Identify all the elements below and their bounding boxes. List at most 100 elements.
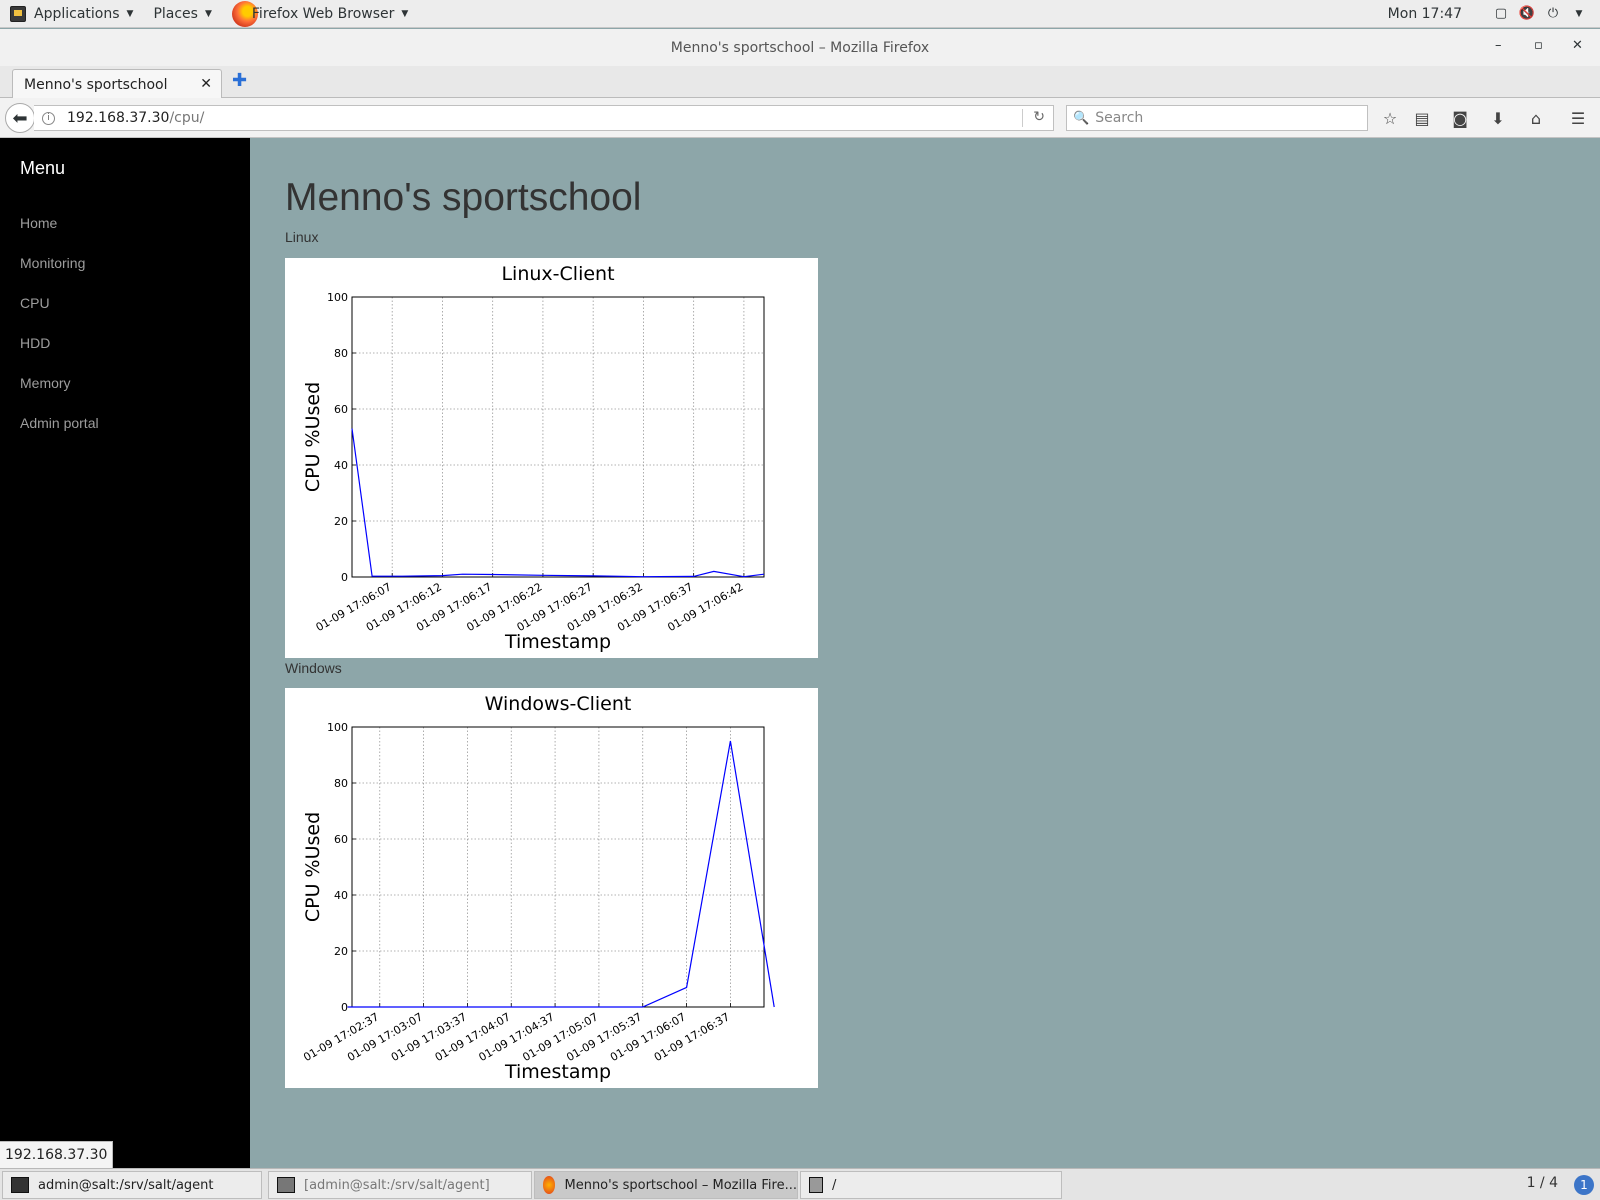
window-icon[interactable]: ▢ [1494, 6, 1508, 21]
dropdown-arrow-icon: ▼ [204, 8, 212, 19]
applications-icon [10, 5, 26, 22]
tab-title: Menno's sportschool [24, 76, 168, 93]
reading-list-icon[interactable]: ▤ [1414, 108, 1430, 128]
home-icon[interactable]: ⌂ [1530, 108, 1542, 128]
close-tab-icon[interactable]: ✕ [200, 76, 212, 92]
y-tick-label: 60 [334, 833, 348, 846]
task-file-browser[interactable]: / [800, 1171, 1062, 1199]
bookmark-star-icon[interactable]: ☆ [1382, 108, 1398, 128]
url-bar[interactable]: i 192.168.37.30/cpu/ ↻ [34, 105, 1054, 131]
task-terminal-1[interactable]: admin@salt:/srv/salt/agent [2, 1171, 262, 1199]
sidebar-item-monitoring[interactable]: Monitoring [20, 255, 86, 271]
y-tick-label: 100 [327, 291, 348, 304]
page-title: Menno's sportschool [285, 176, 642, 219]
url-path: /cpu/ [169, 110, 205, 126]
sidebar-title: Menu [20, 158, 66, 178]
clock[interactable]: Mon 17:47 [1387, 5, 1462, 22]
window-list-taskbar: admin@salt:/srv/salt/agent [admin@salt:/… [0, 1168, 1600, 1200]
reload-icon[interactable]: ↻ [1033, 109, 1045, 125]
x-tick-label: 01-09 17:05:37 [564, 1010, 644, 1064]
sidebar-item-hdd[interactable]: HDD [20, 335, 51, 351]
maximize-button[interactable]: ▫ [1534, 38, 1543, 53]
workspace-indicator[interactable]: 1 / 4 [1526, 1175, 1558, 1191]
plot-frame [351, 726, 765, 1008]
task-firefox[interactable]: Menno's sportschool – Mozilla Fire... [534, 1171, 798, 1199]
y-tick-label: 20 [334, 945, 348, 958]
site-info-icon[interactable]: i [42, 111, 55, 125]
cpu-series-line [351, 428, 765, 578]
navigation-toolbar: ⬅ i 192.168.37.30/cpu/ ↻ 🔍 ☆ ▤ ◙ ⬇ ⌂ ☰ [0, 98, 1600, 138]
x-tick-label: 01-09 17:03:07 [345, 1010, 425, 1064]
x-tick-label: 01-09 17:02:37 [301, 1010, 381, 1064]
url-host: 192.168.37.30 [67, 110, 170, 126]
sidebar-item-cpu[interactable]: CPU [20, 295, 50, 311]
firefox-icon [231, 0, 258, 27]
x-tick-label: 01-09 17:06:37 [652, 1010, 732, 1064]
firefox-icon [543, 1176, 556, 1194]
notification-badge[interactable]: 1 [1574, 1175, 1594, 1195]
y-axis-label: CPU %Used [302, 812, 324, 922]
section-label-windows: Windows [285, 660, 342, 676]
task-terminal-2[interactable]: [admin@salt:/srv/salt/agent] [268, 1171, 532, 1199]
downloads-icon[interactable]: ⬇ [1491, 108, 1505, 128]
file-manager-icon [809, 1177, 823, 1193]
y-tick-label: 60 [334, 403, 348, 416]
y-tick-label: 40 [334, 459, 348, 472]
minimize-button[interactable]: – [1495, 38, 1502, 53]
y-tick-label: 80 [334, 777, 348, 790]
chevron-down-icon[interactable]: ▼ [1575, 8, 1583, 19]
link-status-overlay: 192.168.37.30 [0, 1141, 114, 1168]
sidebar-item-home[interactable]: Home [20, 215, 58, 231]
tab-mennos-sportschool[interactable]: Menno's sportschool ✕ [12, 69, 222, 99]
url-separator [1022, 109, 1023, 127]
task-label: admin@salt:/srv/salt/agent [38, 1177, 214, 1193]
cpu-series-line [347, 740, 775, 1008]
y-axis-label: CPU %Used [302, 382, 324, 492]
y-tick-label: 0 [341, 1001, 348, 1014]
task-label: / [832, 1177, 837, 1193]
search-input[interactable] [1095, 110, 1366, 126]
linux-cpu-chart: Linux-Client 0 20 40 60 80 100 01-09 17:06:07 01… [285, 258, 818, 658]
sidebar-item-admin-portal[interactable]: Admin portal [20, 415, 99, 431]
x-tick-label: 01-09 17:04:07 [433, 1010, 513, 1064]
windows-cpu-chart-svg: Windows-Client 0 20 40 60 80 100 01-09 17:02:37… [301, 693, 775, 1083]
windows-cpu-chart: Windows-Client 0 20 40 60 80 100 01-09 17:02:37… [285, 688, 818, 1088]
places-label: Places [153, 5, 198, 22]
back-arrow-icon: ⬅ [12, 107, 28, 129]
x-axis-label: Timestamp [504, 631, 611, 653]
task-label: Menno's sportschool – Mozilla Fire... [564, 1177, 797, 1193]
dropdown-arrow-icon: ▼ [126, 8, 134, 19]
applications-menu[interactable]: Applications ▼ [0, 0, 143, 28]
x-tick-label: 01-09 17:04:37 [477, 1010, 557, 1064]
active-app-menu[interactable]: Firefox Web Browser ▼ [222, 0, 418, 28]
dropdown-arrow-icon: ▼ [401, 8, 409, 19]
volume-muted-icon[interactable]: 🔇 [1518, 6, 1536, 21]
pocket-icon[interactable]: ◙ [1452, 108, 1468, 128]
places-menu[interactable]: Places ▼ [143, 0, 221, 28]
window-titlebar: Menno's sportschool – Mozilla Firefox – … [0, 29, 1600, 66]
applications-label: Applications [34, 5, 120, 22]
y-tick-label: 0 [341, 571, 348, 584]
x-tick-label: 01-09 17:05:07 [520, 1010, 600, 1064]
sidebar-item-memory[interactable]: Memory [20, 375, 71, 391]
tab-strip: Menno's sportschool ✕ ✚ [0, 66, 1600, 99]
x-tick-label: 01-09 17:06:07 [608, 1010, 688, 1064]
x-axis-label: Timestamp [504, 1061, 611, 1083]
chart-title: Linux-Client [501, 263, 614, 285]
task-label: [admin@salt:/srv/salt/agent] [304, 1177, 490, 1193]
plot-frame [351, 296, 765, 578]
active-app-label: Firefox Web Browser [251, 5, 395, 22]
terminal-icon [277, 1177, 295, 1193]
hamburger-menu-icon[interactable]: ☰ [1570, 108, 1586, 128]
back-button[interactable]: ⬅ [5, 103, 35, 133]
close-window-button[interactable]: ✕ [1572, 38, 1583, 53]
x-tick-label: 01-09 17:03:37 [389, 1010, 469, 1064]
new-tab-icon[interactable]: ✚ [232, 70, 248, 91]
terminal-icon [11, 1177, 29, 1193]
y-tick-label: 40 [334, 889, 348, 902]
panel-status-area: Mon 17:47 ▢ 🔇 ⏻ ▼ [1388, 0, 1600, 28]
sidebar: Menu Home Monitoring CPU HDD Memory Admi… [0, 138, 250, 1168]
search-bar[interactable]: 🔍 [1066, 105, 1368, 131]
power-icon[interactable]: ⏻ [1547, 6, 1559, 21]
y-tick-label: 80 [334, 347, 348, 360]
